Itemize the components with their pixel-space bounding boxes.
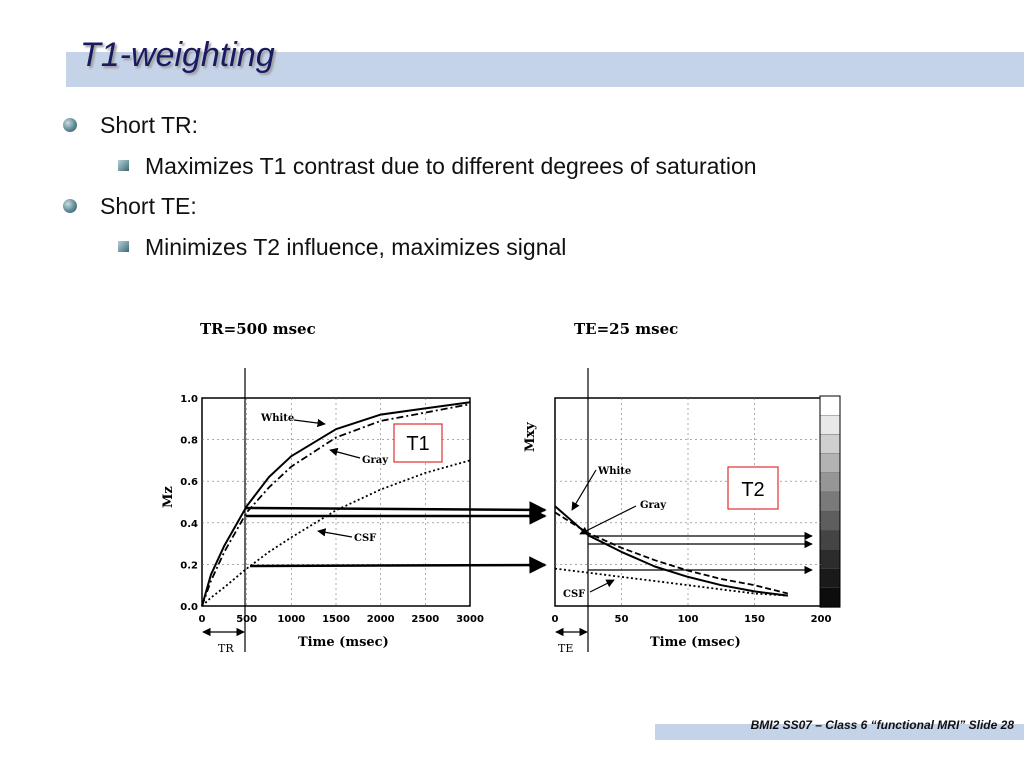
t1-box <box>393 423 443 463</box>
grayscale-swatch <box>819 549 841 570</box>
right-arrow-gray <box>579 505 637 535</box>
right-x-tick-label: 50 <box>615 614 629 625</box>
square-bullet-icon <box>118 241 129 252</box>
left-x-tick-label: 0 <box>199 614 206 625</box>
right-arrow-white <box>571 469 597 511</box>
slide-title: T1-weighting <box>80 36 275 74</box>
grayscale-bar <box>819 395 841 608</box>
left-y-tick-label: 0.8 <box>180 436 198 447</box>
footer-bar <box>655 724 1024 740</box>
right-curve-csf <box>554 567 788 597</box>
left-y-tick-label: 0.6 <box>180 477 198 488</box>
round-bullet-icon <box>63 118 77 132</box>
left-arrow-csf <box>317 528 353 538</box>
grayscale-swatch <box>819 453 841 474</box>
t1-box-label: T1 <box>406 433 429 455</box>
t2-box <box>727 466 779 510</box>
grayscale-swatch <box>819 568 841 589</box>
grayscale-swatch <box>819 434 841 455</box>
left-label-csf: CSF <box>354 533 376 544</box>
right-x-tick-label: 150 <box>744 614 765 625</box>
left-x-tick-label: 1000 <box>277 614 305 625</box>
grayscale-swatch <box>819 587 841 608</box>
grayscale-swatch <box>819 472 841 493</box>
bullet-1-label: Short TR: <box>100 112 198 138</box>
right-x-tick-label: 200 <box>811 614 832 625</box>
grayscale-swatch <box>819 530 841 551</box>
left-y-tick-label: 0.2 <box>180 560 198 571</box>
left-curve-white <box>201 401 471 607</box>
left-x-tick-label: 1500 <box>322 614 350 625</box>
t2-box-label: T2 <box>741 479 764 501</box>
left-y-tick-label: 0.4 <box>180 519 198 530</box>
tr-marker-label: TR <box>218 642 234 655</box>
square-bullet-icon <box>118 160 129 171</box>
grayscale-swatch <box>819 395 841 416</box>
left-arrow-white <box>293 418 326 428</box>
right-arrow-csf <box>589 579 615 593</box>
grayscale-swatch <box>819 510 841 531</box>
grayscale-frame <box>819 395 841 608</box>
left-x-tick-label: 500 <box>236 614 257 625</box>
left-x-tick-label: 2000 <box>367 614 395 625</box>
left-label-gray: Gray <box>362 455 389 466</box>
left-y-tick-label: 0.0 <box>180 602 198 613</box>
transfer-arrow-csf <box>249 556 547 574</box>
right-chart-title: TE=25 msec <box>574 320 678 338</box>
left-curve-csf <box>201 459 471 607</box>
round-bullet-icon <box>63 199 77 213</box>
right-x-tick-label: 100 <box>678 614 699 625</box>
transfer-arrow-white <box>245 501 547 519</box>
left-y-axis-label: Mz <box>161 486 176 508</box>
title-bar <box>66 52 1024 87</box>
right-label-csf: CSF <box>563 589 585 600</box>
left-arrow-gray <box>329 447 361 459</box>
right-x-tick-label: 0 <box>552 614 559 625</box>
left-x-tick-label: 2500 <box>411 614 439 625</box>
left-y-tick-label: 1.0 <box>180 394 198 405</box>
left-x-axis-label: Time (msec) <box>298 635 389 650</box>
bullet-2-label: Short TE: <box>100 193 197 219</box>
right-curve-white <box>554 505 788 597</box>
left-chart-title: TR=500 msec <box>200 320 316 338</box>
slide-footer: BMI2 SS07 – Class 6 “functional MRI” Sli… <box>750 718 1014 732</box>
left-label-white: White <box>260 413 294 424</box>
te-marker-label: TE <box>558 642 573 655</box>
left-curve-gray <box>201 403 471 607</box>
bullet-2-sub: Minimizes T2 influence, maximizes signal <box>145 234 567 260</box>
right-curve-gray <box>554 511 789 595</box>
grayscale-swatch <box>819 414 841 436</box>
bullet-1-sub: Maximizes T1 contrast due to different d… <box>145 153 757 179</box>
right-label-white: White <box>597 466 631 477</box>
right-y-axis-label: Mxy <box>523 422 538 452</box>
left-x-tick-label: 3000 <box>456 614 484 625</box>
right-label-gray: Gray <box>640 500 667 511</box>
right-x-axis-label: Time (msec) <box>650 635 741 650</box>
grayscale-swatch <box>819 491 841 512</box>
